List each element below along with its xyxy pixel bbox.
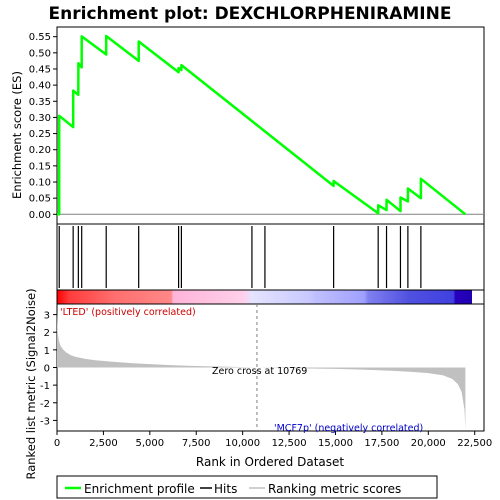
metric-y-axis-label: Ranked list metric (Signal2Noise) bbox=[24, 288, 38, 479]
metric-y-tick-label: 0 bbox=[44, 364, 50, 375]
hits-markers bbox=[58, 226, 422, 288]
ranking-color-bar bbox=[57, 290, 472, 304]
es-y-tick-label: 0.35 bbox=[29, 97, 51, 108]
es-y-tick-label: 0.45 bbox=[29, 64, 51, 75]
x-tick-label: 10,000 bbox=[225, 438, 260, 449]
es-y-tick-label: 0.25 bbox=[29, 129, 51, 140]
x-tick-label: 15,000 bbox=[318, 438, 353, 449]
metric-y-tick-label: -1 bbox=[40, 381, 50, 392]
x-tick-label: 0 bbox=[54, 438, 60, 449]
legend-label-hits: Hits bbox=[214, 482, 237, 496]
legend-frame bbox=[56, 475, 438, 499]
x-tick-label: 2,500 bbox=[89, 438, 118, 449]
x-tick-label: 17,500 bbox=[364, 438, 399, 449]
hits-panel-frame bbox=[56, 223, 485, 291]
metric-y-axis: -3 -2 -1 0 1 2 3 bbox=[40, 311, 57, 427]
x-tick-label: 20,000 bbox=[411, 438, 446, 449]
metric-y-tick-label: -2 bbox=[40, 399, 50, 410]
es-y-axis-label: Enrichment score (ES) bbox=[10, 71, 24, 199]
es-y-tick-label: 0.40 bbox=[29, 81, 51, 92]
es-y-tick-label: 0.20 bbox=[29, 145, 51, 156]
es-y-tick-label: 0.05 bbox=[29, 194, 51, 205]
enrichment-profile-line bbox=[57, 34, 467, 216]
es-y-tick-label: 0.15 bbox=[29, 161, 51, 172]
metric-y-tick-label: 1 bbox=[44, 346, 50, 357]
es-y-tick-label: 0.00 bbox=[29, 210, 51, 221]
x-axis-label: Rank in Ordered Dataset bbox=[196, 455, 344, 469]
metric-y-tick-label: 3 bbox=[44, 311, 50, 322]
es-y-tick-label: 0.50 bbox=[29, 48, 51, 59]
legend-label-ranking-metric: Ranking metric scores bbox=[268, 482, 401, 496]
x-tick-label: 7,500 bbox=[182, 438, 211, 449]
metric-y-tick-label: 2 bbox=[44, 328, 50, 339]
es-panel: 0.00 0.05 0.10 0.15 0.20 0.25 0.30 0.35 0.40 0.45… bbox=[10, 26, 485, 225]
es-y-axis: 0.00 0.05 0.10 0.15 0.20 0.25 0.30 0.35 0.40 0.45… bbox=[29, 32, 57, 221]
negative-label: 'MCF7p' (negatively correlated) bbox=[274, 423, 423, 434]
positive-label: 'LTED' (positively correlated) bbox=[60, 307, 196, 318]
legend-label-enrichment-profile: Enrichment profile bbox=[84, 482, 195, 496]
zero-cross-label: Zero cross at 10769 bbox=[212, 366, 307, 377]
hits-panel bbox=[56, 223, 485, 291]
metric-y-tick-label: -3 bbox=[40, 416, 50, 427]
x-tick-label: 5,000 bbox=[136, 438, 165, 449]
es-y-tick-label: 0.55 bbox=[29, 32, 51, 43]
chart-title: Enrichment plot: DEXCHLORPHENIRAMINE bbox=[49, 4, 452, 24]
legend: Enrichment profile Hits Ranking metric s… bbox=[56, 475, 438, 499]
es-y-tick-label: 0.10 bbox=[29, 178, 51, 189]
x-tick-label: 22,500 bbox=[457, 438, 492, 449]
x-axis: 0 2,500 5,000 7,500 10,000 12,500 15,000 17,500… bbox=[54, 431, 492, 449]
metric-panel: -3 -2 -1 0 1 2 3 0 2,500 5,000 7,500 10,000 12,500 1… bbox=[24, 288, 492, 479]
es-y-tick-label: 0.30 bbox=[29, 113, 51, 124]
ranking-metric-area bbox=[57, 311, 466, 430]
x-tick-label: 12,500 bbox=[272, 438, 307, 449]
color-bar-panel bbox=[56, 289, 485, 305]
